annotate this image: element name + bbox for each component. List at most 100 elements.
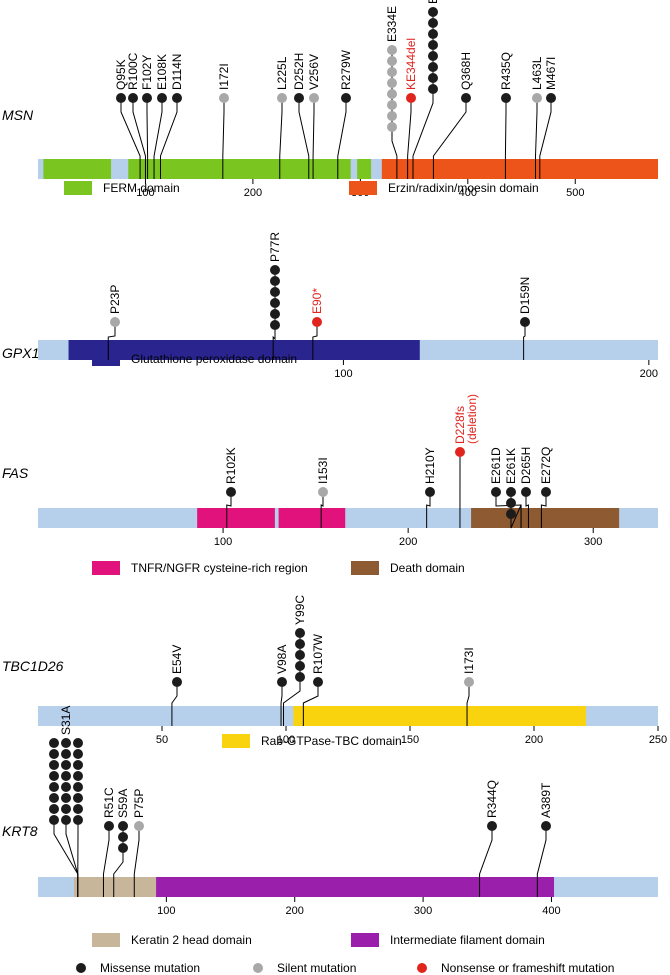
msn-mutation-label-e108k: E108K	[155, 54, 169, 90]
msn-e349g-dot-6	[428, 73, 438, 83]
msn-ke344del-dot-0	[406, 93, 416, 103]
msn-r435q-stem	[504, 98, 507, 179]
fas-mutation-label-d228fs: D228fs	[453, 406, 467, 444]
tbc1d26-i173i-stem	[466, 682, 470, 726]
msn-r279w-stem	[337, 98, 347, 179]
fas-mutation-label-e272q: E272Q	[539, 447, 553, 484]
gene-name-fas: FAS	[2, 465, 29, 481]
gpx1-p77r-dot-5	[270, 320, 280, 330]
gpx1-d159n-stem	[523, 322, 526, 360]
fas-h210y-stem	[426, 492, 431, 528]
krt8-a389t-stem	[536, 826, 547, 897]
msn-e108k-stem	[153, 98, 163, 179]
fas-domain-tnfr-ngfr-cysteine-rich-region-0-1	[278, 508, 346, 528]
krt8-s31a-dot-17	[73, 749, 83, 759]
mutation-type-legend: Missense mutation Silent mutation Nonsen…	[76, 961, 614, 975]
krt8-p75p-stem	[133, 826, 140, 897]
krt8-mutation-label-r51c: R51C	[102, 787, 116, 818]
krt8-s59a-dot-0	[118, 821, 128, 831]
msn-legend-label-erzin-radixin-moesin-domain: Erzin/radixin/moesin domain	[388, 181, 539, 195]
msn-e349g-dot-0	[428, 7, 438, 17]
krt8-tick-label-200: 200	[286, 905, 304, 917]
krt8-mutation-label-p75p: P75P	[132, 789, 146, 818]
msn-mutation-label-l225l: L225L	[275, 56, 289, 90]
fas-legend-swatch-tnfr-ngfr-cysteine-rich-region	[92, 561, 120, 575]
msn-l225l-dot-0	[277, 93, 287, 103]
fas-e261k-dot-0	[506, 487, 516, 497]
fas-r102k-stem	[226, 492, 232, 528]
tbc1d26-y99c-dot-3	[295, 661, 305, 671]
krt8-s31a-dot-21	[73, 793, 83, 803]
msn-l463l-stem	[535, 98, 538, 179]
krt8-a389t-dot-0	[541, 821, 551, 831]
msn-e108k-dot-0	[157, 93, 167, 103]
msn-tick-label-500: 500	[566, 187, 584, 199]
msn-i172i-dot-0	[219, 93, 229, 103]
tbc1d26-r107w-stem	[302, 682, 319, 726]
gpx1-p77r-dot-2	[270, 287, 280, 297]
msn-mutation-label-r279w: R279W	[339, 49, 353, 90]
tbc1d26-y99c-dot-0	[295, 628, 305, 638]
msn-tick-label-100: 100	[136, 187, 154, 199]
tbc1d26-lollipop-panel: 50 100 150 200 250 Rab-GTPase-TBC domain E54V V…	[38, 595, 667, 748]
krt8-s31a-dot-5	[49, 793, 59, 803]
msn-mutation-label-q368h: Q368H	[459, 52, 473, 90]
msn-q95k-dot-0	[116, 93, 126, 103]
msn-legend-swatch-erzin-radixin-moesin-domain	[349, 181, 377, 195]
msn-mutation-label-e334e: E334E	[385, 6, 399, 42]
gpx1-p77r-dot-4	[270, 309, 280, 319]
gene-name-msn: MSN	[2, 107, 34, 123]
fas-legend-label-tnfr-ngfr-cysteine-rich-region: TNFR/NGFR cysteine-rich region	[131, 561, 308, 575]
krt8-legend-label-intermediate-filament-domain: Intermediate filament domain	[390, 933, 545, 947]
msn-mutation-label-ke344del: KE344del	[404, 38, 418, 90]
krt8-r344q-stem	[479, 826, 493, 897]
krt8-s31a-dot-4	[49, 782, 59, 792]
krt8-s31a-dot-10	[61, 760, 71, 770]
fas-e261d-dot-0	[491, 487, 501, 497]
msn-f102y-stem	[146, 98, 149, 179]
msn-l225l-stem	[279, 98, 283, 179]
fas-d228fs-dot-0	[455, 447, 465, 457]
tbc1d26-mutation-label-y99c: Y99C	[293, 595, 307, 625]
msn-domain-erzin-radixin-moesin-domain-2-0	[381, 159, 658, 179]
krt8-s31a-dot-18	[73, 760, 83, 770]
gpx1-p23p-stem	[107, 322, 116, 360]
msn-i172i-stem	[222, 98, 225, 179]
tbc1d26-tick-label-150: 150	[401, 734, 419, 746]
gpx1-e90-dot-0	[312, 317, 322, 327]
fas-i153i-stem	[320, 492, 324, 528]
msn-domain-ferm-domain-0-0	[43, 159, 112, 179]
krt8-r344q-dot-0	[487, 821, 497, 831]
silent-legend-dot	[253, 963, 263, 973]
msn-e334e-dot-3	[387, 78, 397, 88]
msn-domain-ferm-domain-1-0	[357, 159, 372, 179]
fas-mutation-label-d265h: D265H	[519, 447, 533, 484]
tbc1d26-tick-label-100: 100	[277, 734, 295, 746]
msn-mutation-label-v256v: V256V	[307, 54, 321, 90]
krt8-s31a-dot-15	[61, 815, 71, 825]
gpx1-p77r-dot-3	[270, 298, 280, 308]
gpx1-mutation-label-e90: E90*	[310, 288, 324, 314]
tbc1d26-tick-label-200: 200	[525, 734, 543, 746]
tbc1d26-v98a-dot-0	[277, 677, 287, 687]
fas-tick-label-200: 200	[399, 536, 417, 548]
gpx1-p23p-dot-0	[110, 317, 120, 327]
gene-name-gpx1: GPX1	[2, 345, 39, 361]
tbc1d26-mutation-label-v98a: V98A	[275, 645, 289, 674]
msn-v256v-stem	[312, 98, 315, 179]
msn-mutation-label-i172i: I172I	[217, 63, 231, 90]
krt8-s31a-dot-20	[73, 782, 83, 792]
fas-mutation-label-d228fs-note: (deletion)	[465, 394, 479, 444]
krt8-s31a-dot-2	[49, 760, 59, 770]
tbc1d26-mutation-label-i173i: I173I	[462, 647, 476, 674]
fas-domain-tnfr-ngfr-cysteine-rich-region-0-0	[197, 508, 275, 528]
msn-e349g-dot-7	[428, 84, 438, 94]
nonsense-legend-dot	[417, 963, 427, 973]
msn-e334e-dot-5	[387, 100, 397, 110]
msn-mutation-label-m467i: M467I	[544, 57, 558, 90]
fas-e261k-dot-2	[506, 509, 516, 519]
silent-legend-label: Silent mutation	[277, 961, 356, 975]
msn-e349g-dot-2	[428, 29, 438, 39]
tbc1d26-r107w-dot-0	[313, 677, 323, 687]
krt8-s31a-dot-13	[61, 793, 71, 803]
